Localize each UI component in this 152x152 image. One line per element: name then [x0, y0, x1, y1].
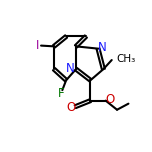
Text: CH₃: CH₃	[116, 54, 136, 64]
Text: I: I	[36, 39, 40, 52]
Text: F: F	[58, 87, 65, 100]
Text: O: O	[67, 101, 76, 114]
Text: O: O	[106, 93, 115, 106]
Text: N: N	[66, 62, 74, 75]
Text: N: N	[97, 41, 106, 54]
